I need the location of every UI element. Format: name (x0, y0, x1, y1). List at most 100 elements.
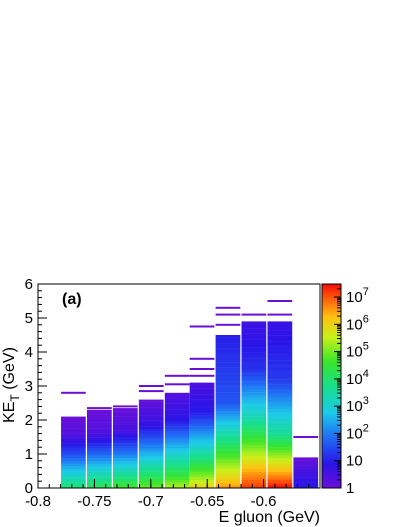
heatmap-cell (215, 345, 241, 349)
heatmap-cell (267, 373, 293, 377)
heatmap-cell (267, 455, 293, 459)
heatmap-cell (189, 382, 215, 384)
colorbar-tick-label: 103 (346, 395, 369, 415)
heatmap-cell (241, 479, 267, 483)
heatmap-cell (215, 416, 241, 420)
heatmap-cell (241, 417, 267, 421)
heatmap-cell (215, 378, 241, 382)
heatmap-cell (61, 422, 86, 426)
heatmap-cell (267, 357, 293, 361)
colorbar-tick-label: 102 (346, 422, 369, 442)
heatmap-cell (267, 300, 293, 302)
heatmap-cell (267, 384, 293, 388)
heatmap-cell (164, 450, 190, 453)
heatmap-cell (189, 357, 215, 360)
heatmap-cell (138, 426, 164, 430)
heatmap-cell (241, 369, 267, 371)
heatmap-cell (241, 445, 267, 449)
heatmap-cell (215, 462, 241, 466)
heatmap-cell (164, 468, 190, 472)
heatmap-cell (138, 431, 164, 435)
heatmap-cell (61, 455, 86, 459)
heatmap-cell (267, 485, 293, 489)
heatmap-cell (215, 373, 241, 376)
heatmap-cell (189, 399, 215, 403)
heatmap-cell (189, 439, 215, 443)
heatmap-cell (267, 441, 293, 445)
heatmap-cell (87, 433, 112, 436)
heatmap-cell (87, 411, 112, 415)
heatmap-cell (241, 463, 267, 467)
heatmap-cell (215, 471, 241, 473)
axes: -0.8 -0.75 -0.7 -0.65 -0.6 0 1 2 3 4 5 6 (25, 276, 321, 510)
colorbar-tick-label: 106 (346, 313, 369, 333)
heatmap-cell (215, 427, 241, 431)
heatmap-cell (164, 428, 190, 432)
heatmap-cell (267, 330, 293, 334)
heatmap-cell (215, 381, 241, 385)
heatmap-cell (215, 405, 241, 409)
heatmap-column (189, 325, 215, 489)
heatmap-cell (267, 468, 293, 472)
heatmap-cell (241, 477, 267, 481)
heatmap-cell (87, 428, 112, 432)
heatmap-cell (267, 346, 293, 350)
heatmap-cell (215, 454, 241, 458)
heatmap-cell (164, 466, 190, 470)
heatmap-cell (267, 371, 293, 374)
heatmap-cell (215, 471, 241, 475)
heatmap-cell (164, 463, 190, 467)
heatmap-cell (267, 425, 293, 429)
heatmap-cell (189, 415, 215, 419)
heatmap-cell (189, 405, 215, 408)
heatmap-cell (87, 466, 112, 470)
heatmap-cell (241, 458, 267, 461)
heatmap-cell (164, 420, 190, 422)
heatmap-cell (293, 462, 319, 466)
heatmap-cell (164, 409, 190, 413)
heatmap-cell (215, 430, 241, 434)
heatmap-cell (241, 375, 267, 379)
heatmap-cell (112, 455, 138, 459)
heatmap-cell (267, 362, 293, 366)
heatmap-cell (189, 474, 215, 478)
heatmap-cell (164, 374, 190, 377)
heatmap-cell (164, 417, 190, 421)
heatmap-cell (189, 391, 215, 395)
heatmap-cell (241, 313, 267, 316)
heatmap-cell (87, 409, 112, 413)
heatmap-cell (138, 412, 164, 416)
heatmap-cell (241, 378, 267, 382)
heatmap-cell (87, 454, 112, 456)
heatmap-cell (61, 434, 86, 438)
heatmap-cell (267, 365, 293, 369)
heatmap-cell (241, 452, 267, 456)
heatmap-cell (241, 322, 267, 326)
heatmap-cell (241, 352, 267, 356)
heatmap-cell (267, 395, 293, 399)
heatmap-cell (215, 359, 241, 363)
heatmap-cell (164, 458, 190, 461)
plot-area (61, 300, 319, 489)
heatmap-cell (112, 413, 138, 417)
heatmap-column (61, 391, 86, 489)
heatmap-cell (112, 408, 138, 410)
heatmap-column (138, 385, 164, 489)
heatmap-cell (138, 423, 164, 427)
heatmap-cell (189, 386, 215, 389)
heatmap-cell (189, 388, 215, 392)
colorbar-axis: 1 10 102 103 104 105 106 107 (334, 283, 369, 497)
heatmap-cell (293, 471, 319, 473)
heatmap-cell (241, 405, 267, 409)
heatmap-cell (241, 383, 267, 387)
heatmap-cell (112, 424, 138, 428)
heatmap-cell (267, 322, 293, 325)
heatmap-cell (215, 351, 241, 355)
y-tick-label: 0 (25, 480, 33, 497)
heatmap-cell (267, 428, 293, 432)
heatmap-cell (215, 394, 241, 398)
heatmap-cell (215, 424, 241, 428)
heatmap-cell (241, 349, 267, 353)
heatmap-cell (164, 477, 190, 481)
heatmap-cell (189, 383, 215, 387)
